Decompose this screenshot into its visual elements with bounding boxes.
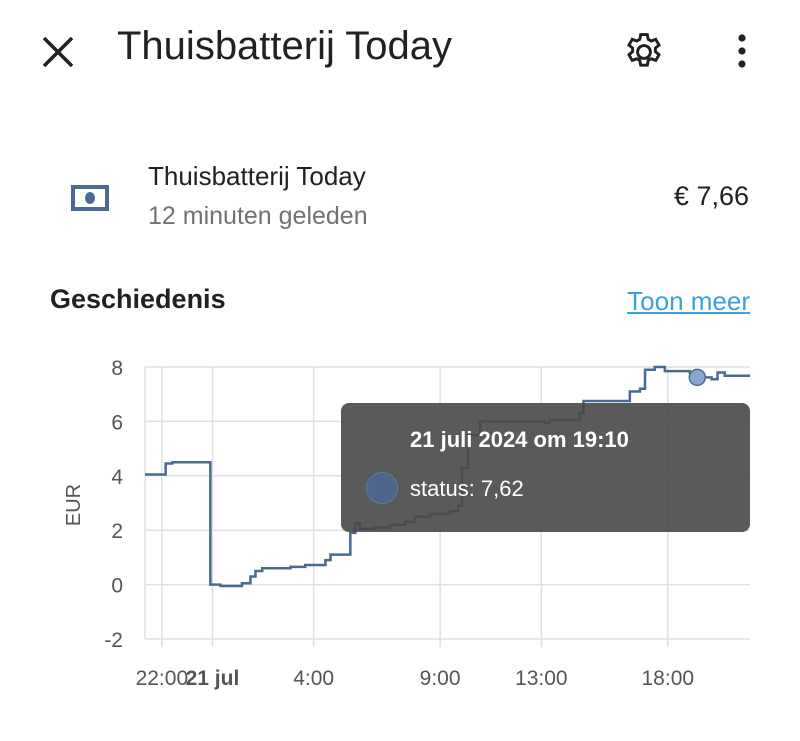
series-color-dot <box>366 472 398 504</box>
history-title: Geschiedenis <box>50 284 226 314</box>
close-icon[interactable] <box>38 32 78 72</box>
chart-tooltip: 21 juli 2024 om 19:10 status: 7,62 <box>341 403 750 532</box>
entity-value: € 7,66 <box>673 181 749 211</box>
y-tick-label: 6 <box>111 411 123 434</box>
gear-icon[interactable] <box>622 30 666 74</box>
y-tick-label: -2 <box>104 629 123 652</box>
y-tick-label: 4 <box>111 466 123 489</box>
entity-last-changed: 12 minuten geleden <box>148 202 368 230</box>
entity-name[interactable]: Thuisbatterij Today <box>148 161 366 191</box>
x-tick-label: 21 jul <box>186 667 240 690</box>
y-tick-label: 0 <box>111 575 123 598</box>
more-vertical-icon[interactable] <box>730 30 754 74</box>
x-tick-label: 4:00 <box>293 667 334 690</box>
tooltip-value: status: 7,62 <box>410 476 524 501</box>
y-tick-label: 8 <box>111 357 123 380</box>
y-tick-label: 2 <box>111 520 123 543</box>
show-more-link[interactable]: Toon meer <box>627 286 750 316</box>
x-tick-label: 13:00 <box>515 667 568 690</box>
y-axis-label: EUR <box>63 484 85 526</box>
x-tick-label: 9:00 <box>420 667 461 690</box>
highlight-point <box>688 368 707 387</box>
cash-icon <box>71 185 109 211</box>
tooltip-title: 21 juli 2024 om 19:10 <box>410 427 629 452</box>
x-tick-label: 22:00 <box>136 667 189 690</box>
page-title: Thuisbatterij Today <box>117 24 452 68</box>
x-tick-label: 18:00 <box>642 667 695 690</box>
